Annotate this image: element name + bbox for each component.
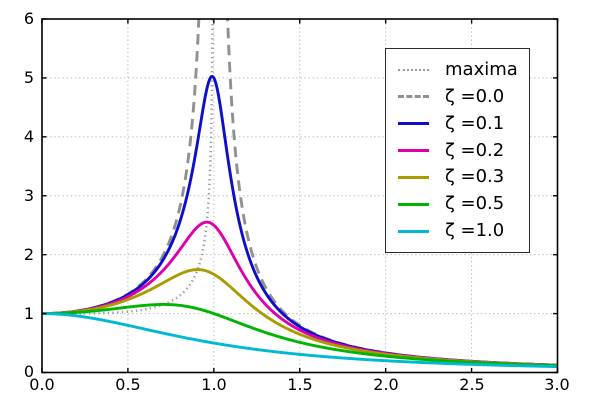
y-tick-label: 4 [23, 127, 34, 147]
x-tick-label: 0.0 [29, 375, 55, 394]
legend-line-sample-zeta-1.0 [398, 229, 429, 233]
axes-frame [41, 18, 559, 374]
y-tick-label: 6 [23, 9, 34, 29]
legend-label-maxima: maxima [445, 58, 518, 80]
legend-entry-zeta-0.0: ζ =0.0 [398, 85, 525, 107]
legend-line-sample-zeta-0.3 [398, 175, 429, 179]
x-tick-label: 1.5 [287, 375, 313, 394]
x-tick-label: 1.0 [201, 375, 227, 394]
y-tick-label: 5 [23, 68, 34, 88]
x-tick-label: 3.0 [544, 375, 570, 394]
legend-entry-maxima: maxima [398, 58, 525, 80]
curve-zeta-0.3 [42, 268, 558, 367]
x-tick-label: 0.5 [115, 375, 141, 394]
legend-line-sample-zeta-0.1 [398, 122, 429, 126]
y-tick-label: 3 [23, 186, 34, 206]
legend-entry-zeta-0.1: ζ =0.1 [398, 112, 525, 134]
y-tick-label: 0 [23, 362, 34, 382]
legend-label-zeta-0.5: ζ =0.5 [445, 193, 505, 215]
legend-label-zeta-0.2: ζ =0.2 [445, 139, 505, 161]
legend-entry-zeta-0.3: ζ =0.3 [398, 168, 525, 186]
legend-entry-zeta-0.5: ζ =0.5 [398, 195, 525, 213]
x-tick-label: 2.5 [459, 375, 485, 394]
legend-line-sample-zeta-0.0 [398, 95, 429, 99]
y-tick-label: 1 [23, 304, 34, 324]
legend: maxima ζ =0.0 ζ =0.1 ζ =0.2 ζ =0.3 ζ =0.… [385, 48, 530, 253]
legend-line-sample-maxima [398, 68, 429, 71]
legend-line-sample-zeta-0.2 [398, 149, 429, 152]
legend-entry-zeta-0.2: ζ =0.2 [398, 139, 525, 161]
y-tick-label: 2 [23, 245, 34, 265]
legend-label-zeta-0.0: ζ =0.0 [445, 85, 505, 107]
x-tick-label: 2.0 [373, 375, 399, 394]
curves [42, 19, 558, 369]
legend-label-zeta-0.3: ζ =0.3 [445, 166, 505, 188]
legend-label-zeta-0.1: ζ =0.1 [445, 112, 505, 134]
legend-line-sample-zeta-0.5 [398, 202, 429, 206]
curve-zeta-0.5 [42, 303, 558, 368]
legend-entry-zeta-1.0: ζ =1.0 [398, 222, 525, 240]
legend-label-zeta-1.0: ζ =1.0 [445, 220, 505, 242]
curve-zeta-1 [42, 312, 558, 369]
